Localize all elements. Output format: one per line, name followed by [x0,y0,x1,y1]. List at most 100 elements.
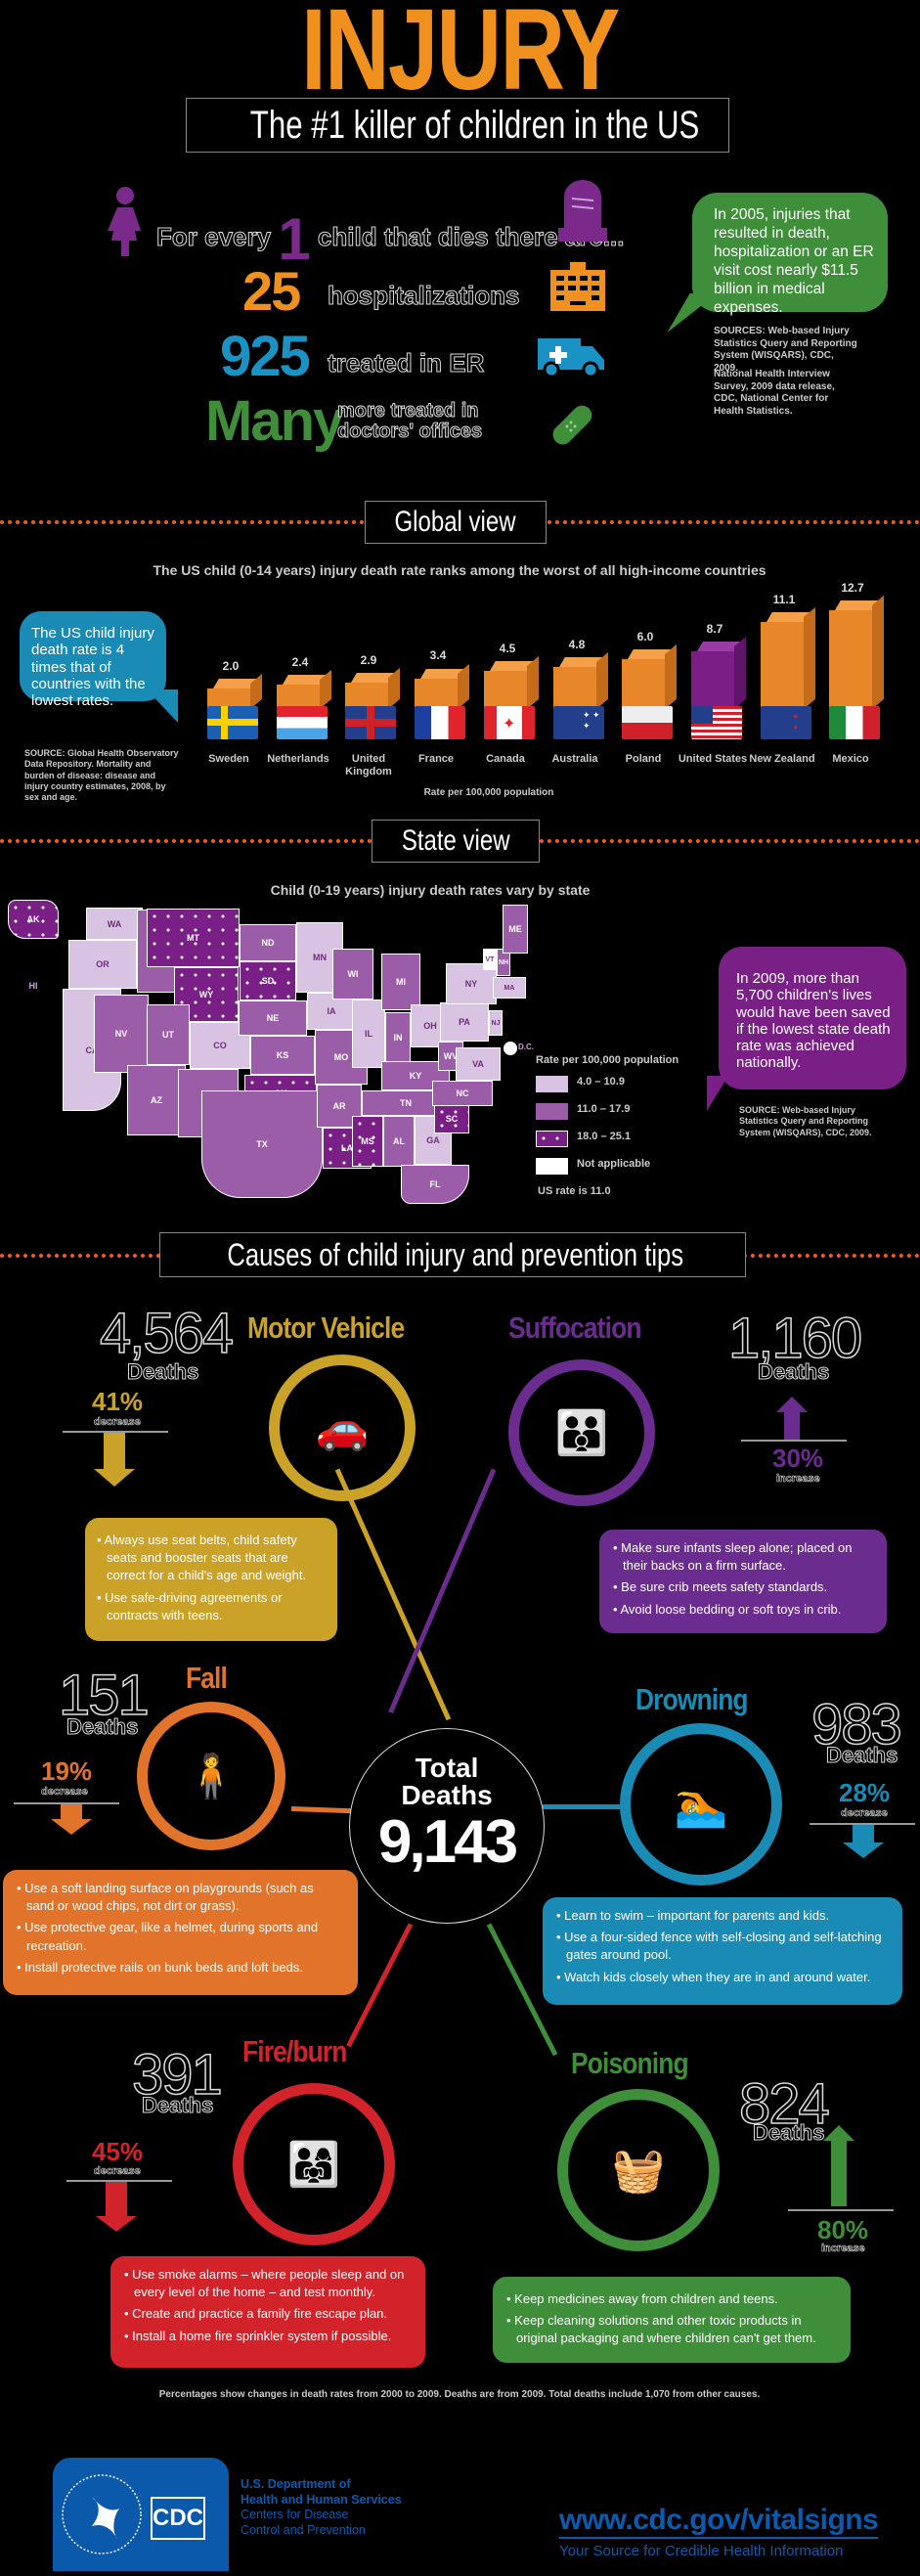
tip: Keep cleaning solutions and other toxic … [506,2312,837,2347]
fire-divider [66,2180,172,2182]
flag-row: ✦ ✦ ✦ ✦ ✦ ✦ [207,706,911,745]
fall-pct-label: decrease [41,1786,88,1799]
tip: Install protective rails on bunk beds an… [17,1959,344,1976]
page-title: INJURY [301,0,620,114]
state-in: IN [385,1012,411,1063]
cost-callout: In 2005, injuries that resulted in death… [692,193,888,316]
connector-drowning [543,1804,621,1809]
bar-new-zealand: 11.1 [761,577,804,714]
motor-arrow-head [94,1469,135,1487]
country-labels: Sweden Netherlands United Kingdom France… [208,753,869,778]
cdc-mark: CDC [151,2497,205,2540]
state-ks: KS [250,1036,315,1075]
state-nc: NC [432,1081,493,1106]
poisoning-arrow-head [823,2125,854,2141]
drowning-arrow-head [843,1843,884,1858]
section-title-causes: Causes of child injury and prevention ti… [159,1232,746,1277]
legend-label-low: 4.0 – 10.9 [577,1076,625,1088]
global-chart-caption: Rate per 100,000 population [423,787,554,798]
hospitalizations-label: hospitalizations [327,281,520,311]
state-mt: MT [147,909,240,967]
girl-icon [108,186,143,256]
er-label: treated in ER [327,348,485,378]
state-mi: MI [381,954,420,1010]
state-pa: PA [440,1002,489,1042]
poisoning-pct-label: increase [821,2243,865,2255]
poisoning-arrow-up-icon [831,2140,847,2206]
state-ne: NE [239,1000,307,1036]
tip: Use a soft landing surface on playground… [17,1880,344,1915]
poisoning-pct: 80% [817,2215,869,2244]
legend-swatch-na [536,1158,568,1175]
tip: Install a home fire sprinkler system if … [124,2328,412,2345]
tip: Create and practice a family fire escape… [124,2305,412,2323]
global-callout-tail [147,689,178,723]
state-va: VA [456,1047,501,1081]
hospital-icon [550,262,605,316]
state-ut: UT [147,1004,190,1065]
tip: Keep medicines away from children and te… [506,2290,837,2308]
suffocation-arrow-head [776,1397,808,1412]
poisoning-tips: Keep medicines away from children and te… [493,2277,851,2363]
poisoning-deaths-label: Deaths [752,2120,825,2146]
dept-line: Health and Human Services [241,2492,402,2507]
state-nd: ND [240,924,296,961]
state-wi: WI [332,949,373,999]
state-vt: VT [483,949,497,970]
suffocation-pct: 30% [772,1443,824,1473]
fire-arrow-down-icon [106,2182,127,2219]
state-al: AL [383,1116,415,1167]
dc-label: D.C. [518,1043,534,1051]
connector-motor [334,1468,452,1721]
page-subtitle: The #1 killer of children in the US [186,98,729,153]
motor-deaths-label: Deaths [126,1359,199,1385]
uk-flag-icon [345,706,396,739]
bar-united-kingdom: 2.9 [345,577,388,714]
fire-pct-label: decrease [94,2165,141,2178]
canada-flag-icon: ✦ [484,706,535,739]
drowning-title: Drowning [635,1682,749,1716]
poland-flag-icon [622,706,673,739]
mexico-flag-icon [829,706,880,739]
suffocation-deaths: 1,160 [727,1307,863,1370]
fall-deaths-label: Deaths [66,1714,139,1740]
cost-source-1: SOURCES: Web-based Injury Statistics Que… [714,326,857,374]
us-state-map: AK HI WA OR CA NV ID MT WY UT CO AZ NM N… [0,895,534,1208]
map-legend: Rate per 100,000 population 4.0 – 10.9 1… [536,1054,712,1181]
tip: Make sure infants sleep alone; placed on… [613,1539,873,1575]
state-tx: TX [201,1090,323,1198]
us-flag-icon [691,706,742,739]
state-ma-ct-ri: MA [493,977,526,999]
legend-label-mid: 11.0 – 17.9 [577,1103,631,1115]
drowning-arrow-down-icon [853,1825,874,1844]
poisoning-title: Poisoning [571,2046,689,2080]
sweden-flag-icon [207,706,258,739]
suffocation-tips: Make sure infants sleep alone; placed on… [599,1530,887,1633]
doctors-number: Many [205,389,344,453]
motor-divider [63,1431,168,1433]
drowning-divider [810,1823,915,1825]
total-deaths-circle: Total Deaths 9,143 [349,1728,545,1924]
bar-australia: 4.8 [553,577,596,714]
motor-pct-label: decrease [94,1416,141,1429]
fire-arrow-head [96,2216,137,2232]
state-ms: MS [352,1116,383,1167]
motor-pct: 41% [92,1387,144,1416]
dept-line: U.S. Department of [241,2477,351,2491]
legend-label-high: 18.0 – 25.1 [577,1131,632,1142]
suffocation-illustration-icon: 👪 [508,1359,655,1506]
global-source: SOURCE: Global Health Observatory Data R… [24,748,179,802]
legend-swatch-mid [536,1103,568,1120]
fire-deaths: 391 [131,2043,223,2107]
state-az: AZ [127,1065,186,1135]
new-zealand-flag-icon: ✦ ✦ [761,706,811,739]
france-flag-icon [415,706,465,739]
hhs-eagle-icon [62,2474,142,2554]
vitalsigns-link[interactable]: www.cdc.gov/vitalsigns [559,2504,879,2539]
tip: Use protective gear, like a helmet, duri… [17,1919,344,1954]
motor-illustration-icon: 🚗 [269,1355,416,1501]
legend-swatch-high [536,1131,568,1147]
state-me: ME [503,905,528,954]
australia-flag-icon: ✦ ✦ ✦ [553,706,604,739]
fire-deaths-label: Deaths [141,2093,214,2118]
